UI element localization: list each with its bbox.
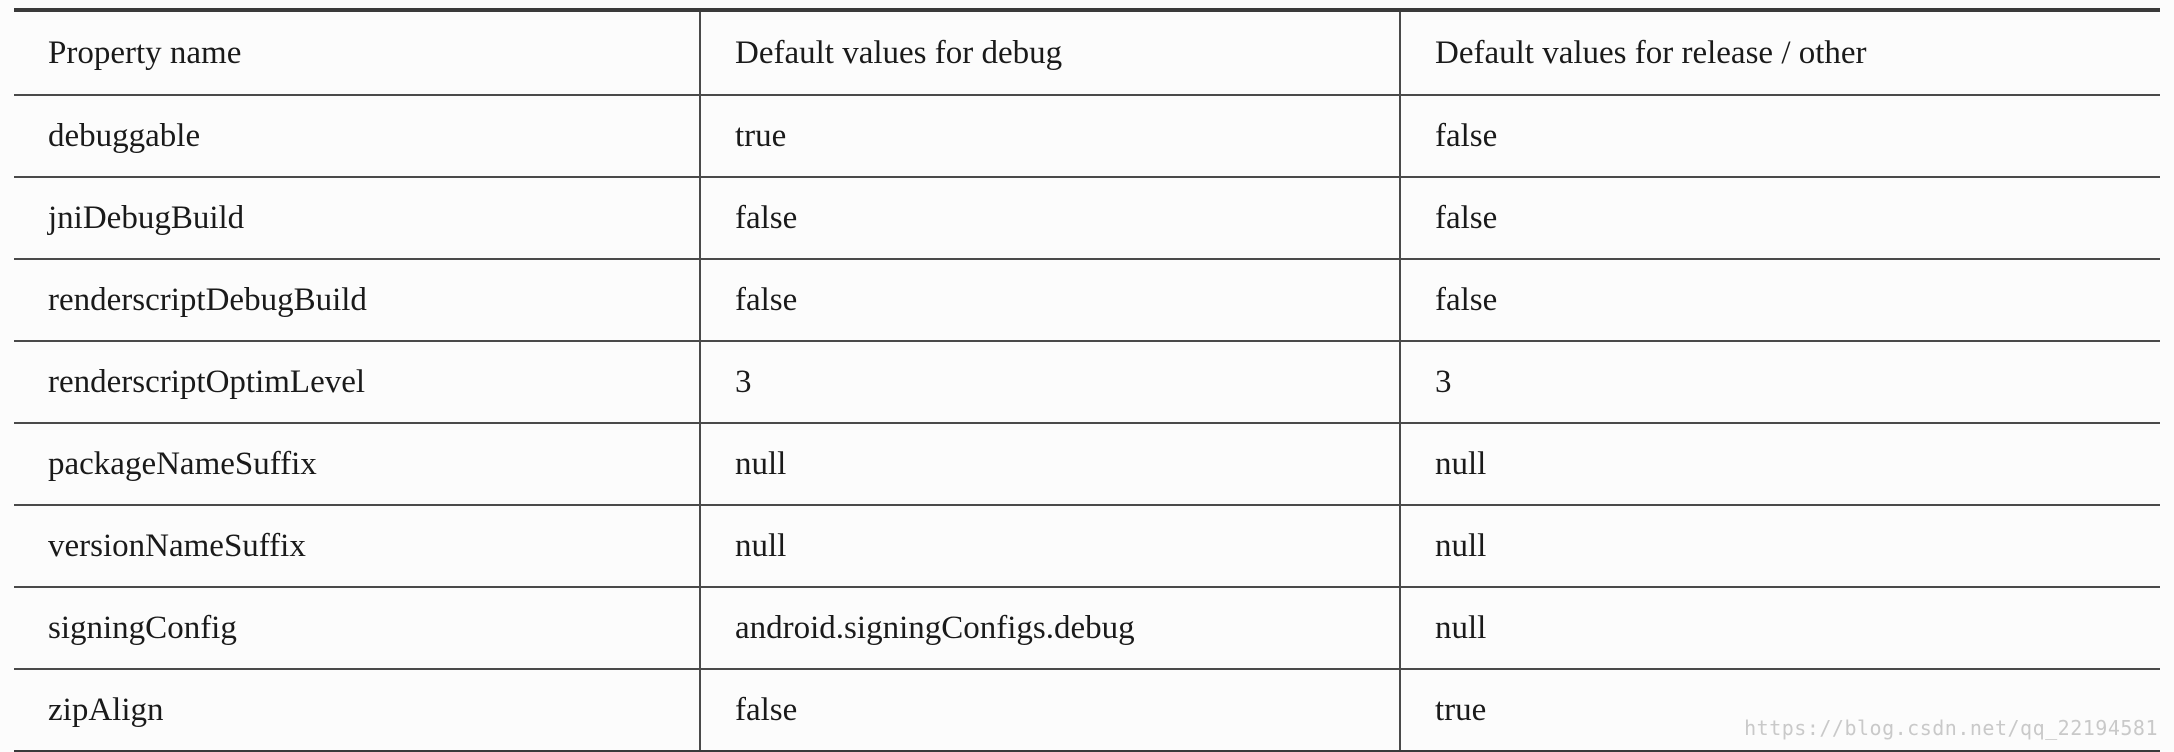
debug-value-cell: null — [699, 423, 1400, 506]
debug-value-cell: null — [699, 505, 1400, 588]
table-row: jniDebugBuild false false — [14, 177, 2160, 260]
property-name-cell: packageNameSuffix — [14, 423, 700, 506]
table-row: packageNameSuffix null null — [14, 423, 2160, 506]
property-name-cell: zipAlign — [48, 691, 164, 728]
table-row: versionNameSuffix null null — [14, 505, 2160, 588]
table-header: Property name Default values for debug D… — [14, 10, 2160, 96]
debug-value-cell: true — [699, 95, 1400, 178]
header-row: Property name Default values for debug D… — [14, 10, 2160, 96]
debug-value-cell: 3 — [699, 341, 1400, 424]
table-row: renderscriptDebugBuild false false — [14, 259, 2160, 342]
header-property-name: Property name — [14, 10, 700, 96]
property-name-cell: versionNameSuffix — [14, 505, 700, 588]
release-value-cell: false — [1399, 95, 2160, 178]
table-row: signingConfig android.signingConfigs.deb… — [14, 587, 2160, 670]
property-name-cell: renderscriptOptimLevel — [14, 341, 700, 424]
property-name-cell: signingConfig — [14, 587, 700, 670]
property-name-cell: debuggable — [14, 95, 700, 178]
table-row: renderscriptOptimLevel 3 3 — [14, 341, 2160, 424]
debug-value-cell: false — [699, 669, 1400, 752]
property-name-cell: renderscriptDebugBuild — [14, 259, 700, 342]
header-release-defaults: Default values for release / other — [1399, 10, 2160, 96]
debug-value-cell: android.signingConfigs.debug — [699, 587, 1400, 670]
table-row: zipAlign false true — [14, 669, 2160, 752]
release-value-cell: true — [1399, 669, 2160, 752]
table-row: debuggable true false — [14, 95, 2160, 178]
release-value-cell: false — [1399, 177, 2160, 260]
table-body: debuggable true false jniDebugBuild fals… — [14, 95, 2160, 752]
release-value-cell: 3 — [1399, 341, 2160, 424]
build-type-defaults-table: Property name Default values for debug D… — [14, 8, 2160, 752]
header-debug-defaults: Default values for debug — [699, 10, 1400, 96]
release-value-cell: null — [1399, 587, 2160, 670]
release-value-cell: false — [1399, 259, 2160, 342]
debug-value-cell: false — [699, 259, 1400, 342]
release-value-cell: null — [1399, 505, 2160, 588]
debug-value-cell: false — [699, 177, 1400, 260]
release-value-cell: null — [1399, 423, 2160, 506]
source-watermark: https://blog.csdn.net/qq_22194581 — [1744, 716, 2158, 740]
property-name-cell: jniDebugBuild — [14, 177, 700, 260]
